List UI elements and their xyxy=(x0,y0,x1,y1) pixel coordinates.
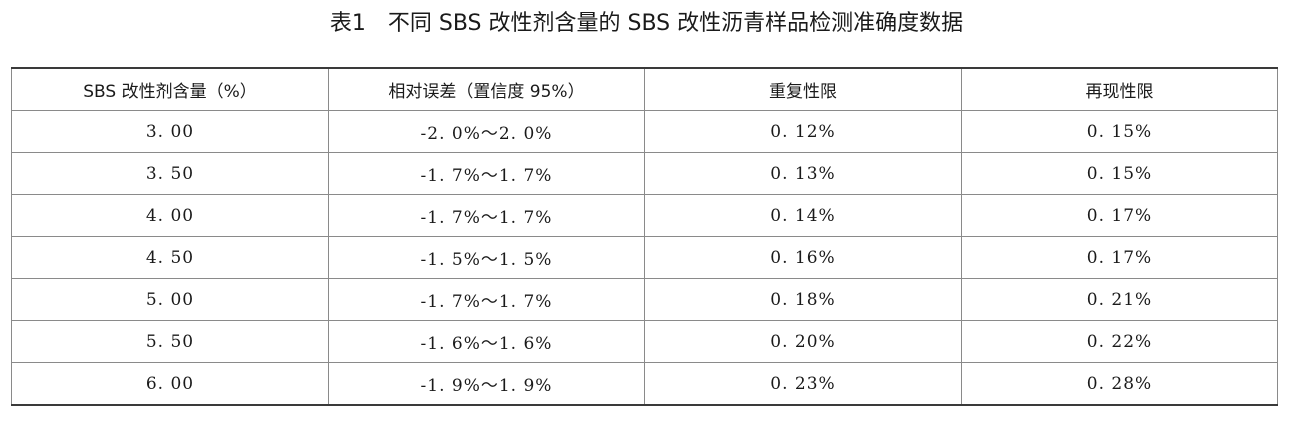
cell-relative-error: -1. 7%～1. 7% xyxy=(328,152,645,195)
table-row: 5. 00 -1. 7%～1. 7% 0. 18% 0. 21% xyxy=(11,278,1278,321)
table-row: 3. 00 -2. 0%～2. 0% 0. 12% 0. 15% xyxy=(11,110,1278,153)
cell-reproducibility-limit: 0. 28% xyxy=(961,362,1278,406)
cell-sbs-content: 5. 00 xyxy=(11,278,329,321)
table-row: 3. 50 -1. 7%～1. 7% 0. 13% 0. 15% xyxy=(11,152,1278,195)
header-row: SBS 改性剂含量（%） 相对误差（置信度 95%） 重复性限 再现性限 xyxy=(11,67,1278,111)
cell-relative-error: -1. 5%～1. 5% xyxy=(328,236,645,279)
cell-repeatability-limit: 0. 20% xyxy=(644,320,962,363)
table-number: 表1 xyxy=(329,11,366,36)
column-header-reproducibility-limit: 再现性限 xyxy=(961,67,1278,111)
cell-relative-error: -2. 0%～2. 0% xyxy=(328,110,645,153)
column-header-relative-error: 相对误差（置信度 95%） xyxy=(328,67,645,111)
cell-repeatability-limit: 0. 12% xyxy=(644,110,962,153)
cell-relative-error: -1. 6%～1. 6% xyxy=(328,320,645,363)
cell-repeatability-limit: 0. 13% xyxy=(644,152,962,195)
cell-repeatability-limit: 0. 16% xyxy=(644,236,962,279)
column-header-sbs-content: SBS 改性剂含量（%） xyxy=(11,67,329,111)
cell-reproducibility-limit: 0. 17% xyxy=(961,194,1278,237)
table-title: 不同 SBS 改性剂含量的 SBS 改性沥青样品检测准确度数据 xyxy=(387,11,964,36)
cell-sbs-content: 6. 00 xyxy=(11,362,329,406)
cell-reproducibility-limit: 0. 15% xyxy=(961,152,1278,195)
cell-sbs-content: 3. 50 xyxy=(11,152,329,195)
cell-repeatability-limit: 0. 18% xyxy=(644,278,962,321)
table-row: 6. 00 -1. 9%～1. 9% 0. 23% 0. 28% xyxy=(11,362,1278,406)
table-caption: 表1 不同 SBS 改性剂含量的 SBS 改性沥青样品检测准确度数据 xyxy=(0,8,1293,40)
cell-relative-error: -1. 7%～1. 7% xyxy=(328,278,645,321)
column-header-repeatability-limit: 重复性限 xyxy=(644,67,962,111)
cell-sbs-content: 5. 50 xyxy=(11,320,329,363)
cell-relative-error: -1. 9%～1. 9% xyxy=(328,362,645,406)
cell-reproducibility-limit: 0. 22% xyxy=(961,320,1278,363)
cell-sbs-content: 4. 50 xyxy=(11,236,329,279)
cell-reproducibility-limit: 0. 17% xyxy=(961,236,1278,279)
table-row: 4. 50 -1. 5%～1. 5% 0. 16% 0. 17% xyxy=(11,236,1278,279)
cell-repeatability-limit: 0. 23% xyxy=(644,362,962,406)
cell-repeatability-limit: 0. 14% xyxy=(644,194,962,237)
cell-reproducibility-limit: 0. 21% xyxy=(961,278,1278,321)
table-row: 5. 50 -1. 6%～1. 6% 0. 20% 0. 22% xyxy=(11,320,1278,363)
cell-reproducibility-limit: 0. 15% xyxy=(961,110,1278,153)
cell-relative-error: -1. 7%～1. 7% xyxy=(328,194,645,237)
table-row: 4. 00 -1. 7%～1. 7% 0. 14% 0. 17% xyxy=(11,194,1278,237)
data-table: SBS 改性剂含量（%） 相对误差（置信度 95%） 重复性限 再现性限 3. … xyxy=(11,67,1278,406)
cell-sbs-content: 3. 00 xyxy=(11,110,329,153)
cell-sbs-content: 4. 00 xyxy=(11,194,329,237)
